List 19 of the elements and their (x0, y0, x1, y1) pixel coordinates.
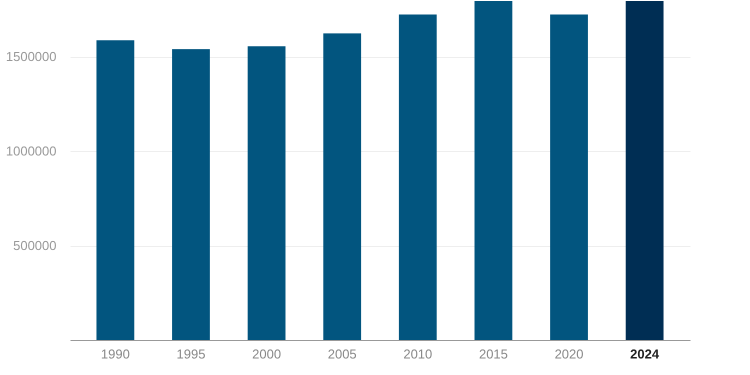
bar (550, 14, 588, 340)
x-tick-label: 2010 (403, 346, 432, 362)
x-tick-label: 2005 (328, 346, 357, 362)
x-tick-label: 2020 (554, 346, 584, 362)
y-tick-label: 1000000 (6, 144, 56, 159)
x-tick-label: 2000 (252, 346, 282, 362)
y-tick-label: 500000 (13, 238, 56, 254)
x-tick-label: 1990 (100, 346, 130, 362)
bar (96, 40, 134, 340)
y-tick-label: 1500000 (6, 49, 56, 64)
x-tick-label: 2015 (478, 346, 508, 362)
bar (398, 14, 437, 340)
x-tick-label: 2024 (630, 346, 660, 362)
bar (248, 46, 286, 340)
bar (474, 0, 512, 340)
x-tick-label: 1995 (176, 346, 206, 362)
bar (172, 49, 210, 340)
bar (626, 0, 664, 340)
bar (323, 33, 362, 340)
